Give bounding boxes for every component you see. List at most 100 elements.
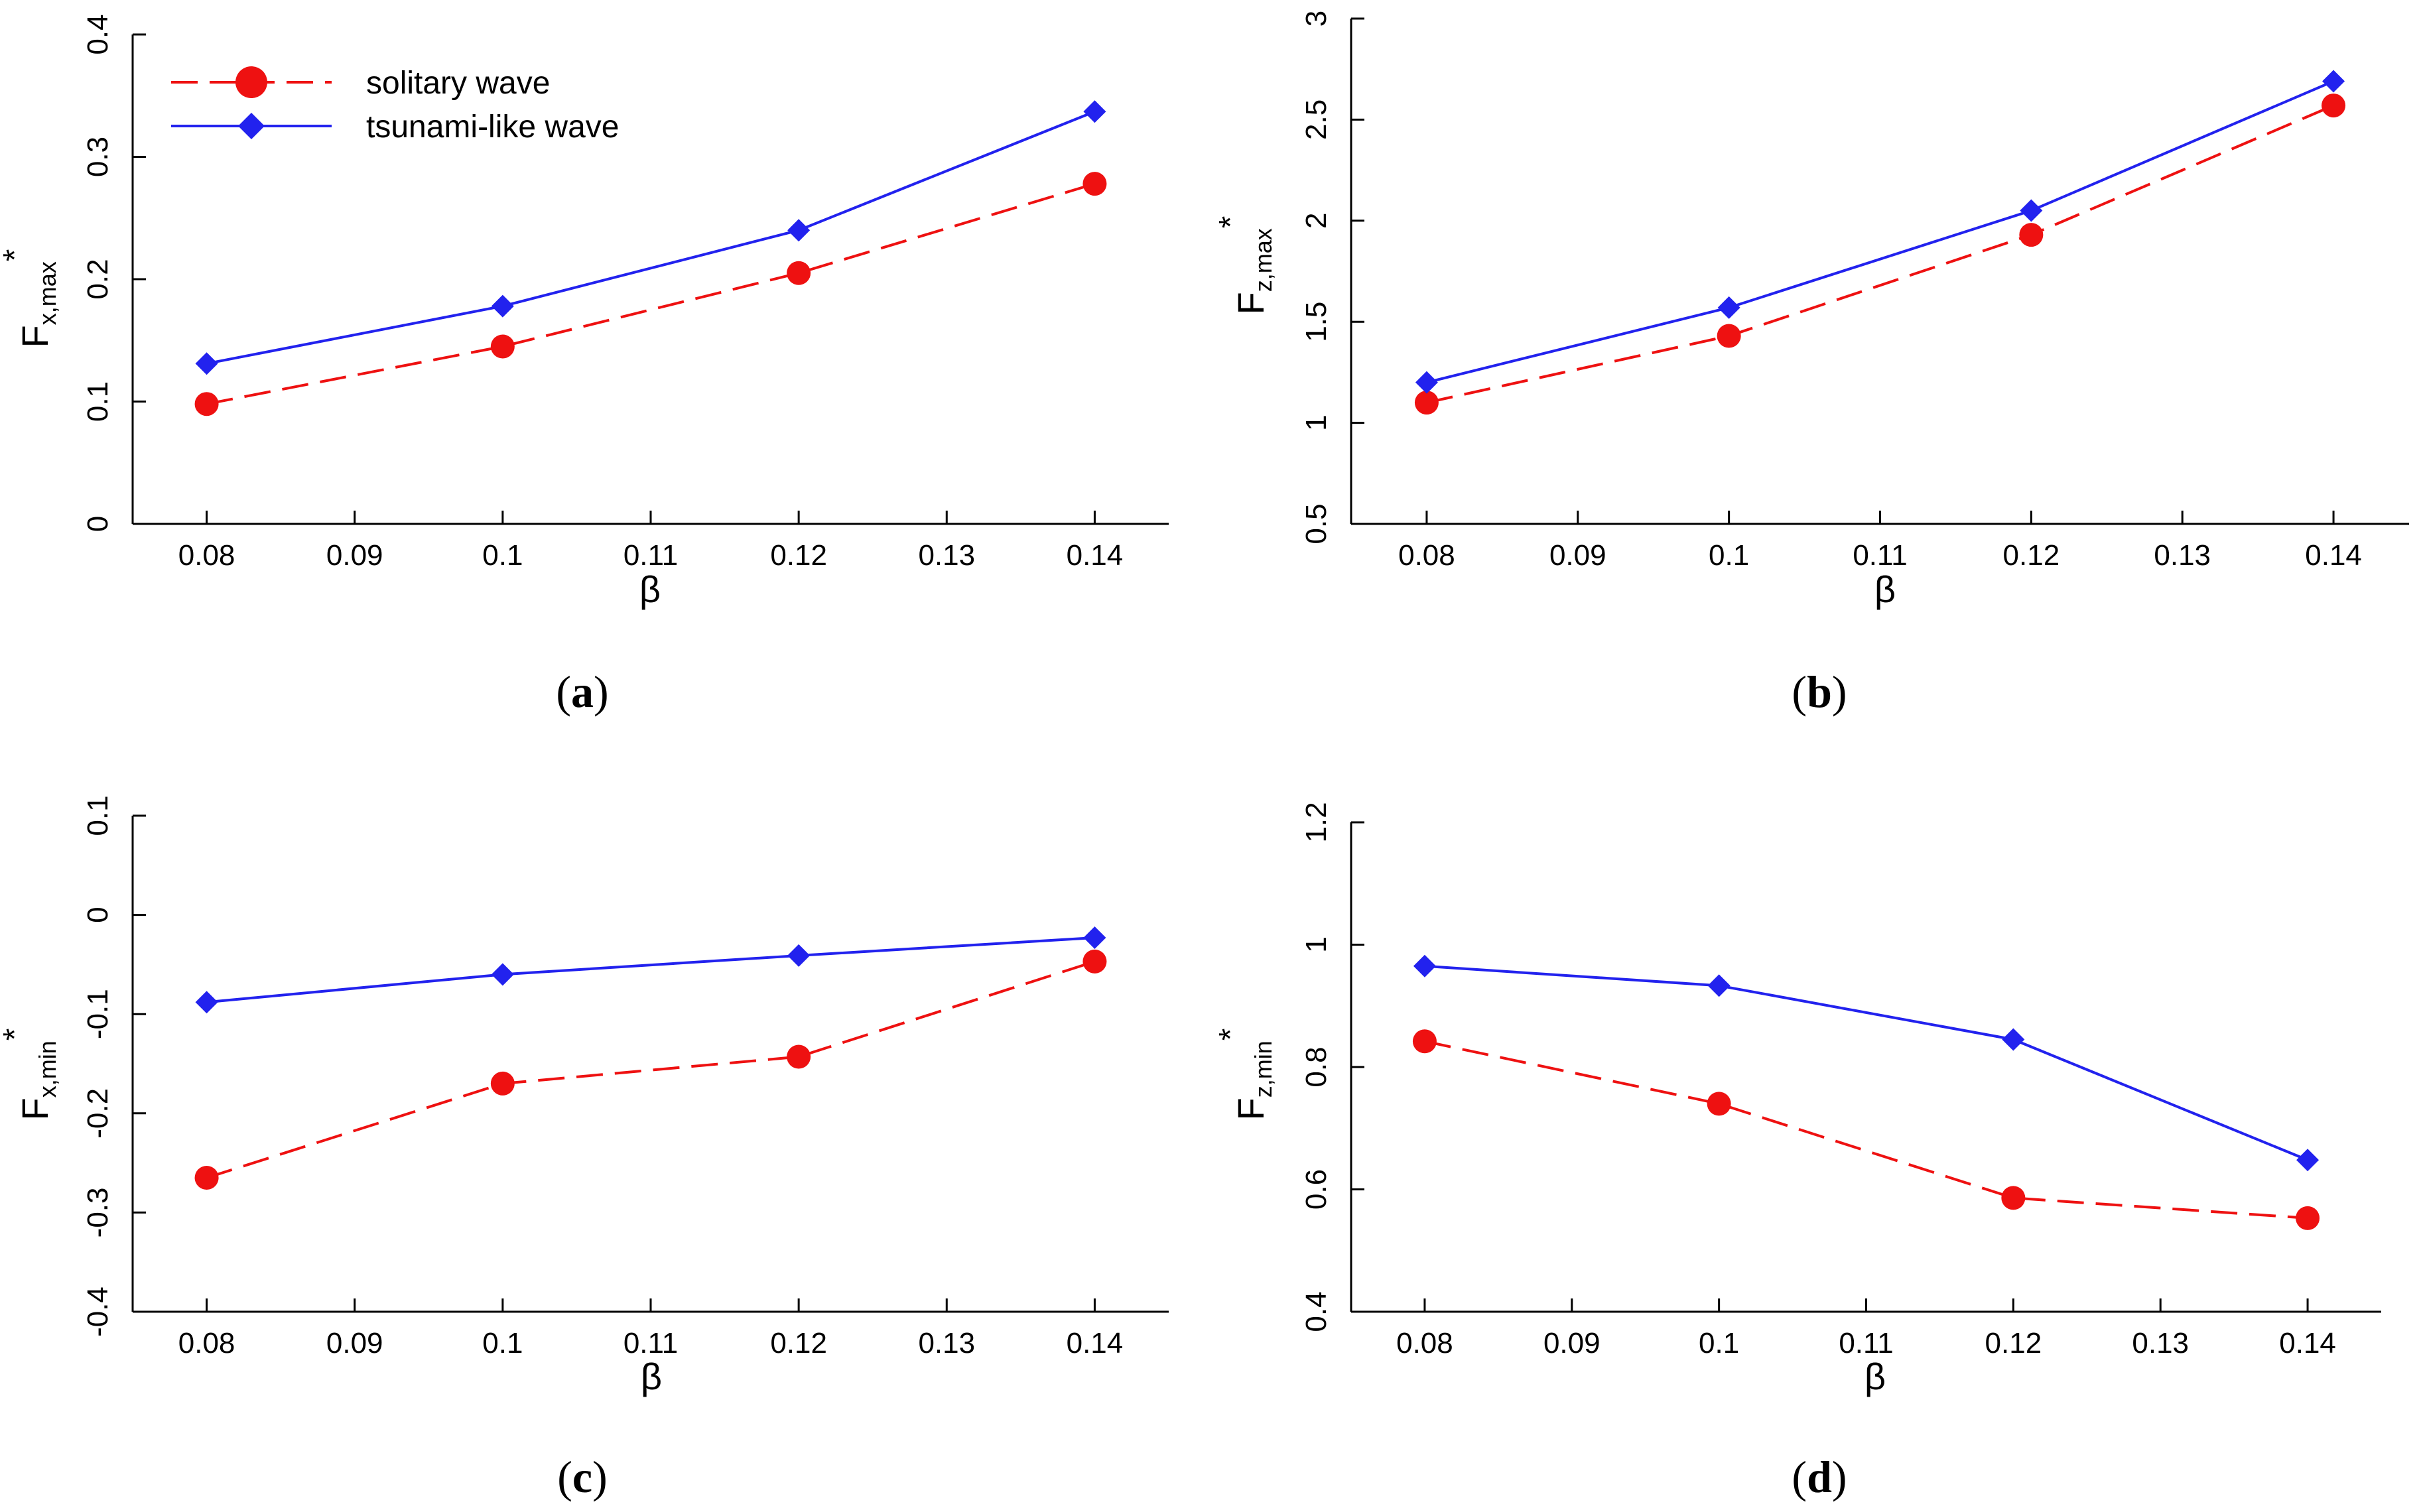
x-tick-label: 0.12	[1985, 1327, 2042, 1359]
x-tick-label: 0.09	[1543, 1327, 1601, 1359]
series-line-solitary	[1426, 104, 2334, 405]
data-point-tsunami	[2002, 1028, 2025, 1051]
series-line-solitary	[206, 182, 1096, 406]
y-tick-label: -0.3	[82, 1187, 114, 1237]
y-tick-label: 0	[82, 907, 114, 922]
data-point-solitary	[1412, 1029, 1437, 1054]
x-tick-label: 0.11	[623, 1327, 678, 1359]
y-tick-label: 3	[1300, 11, 1333, 27]
y-tick-label: 0.4	[82, 14, 114, 54]
data-point-tsunami	[491, 294, 514, 318]
legend-marker-solitary	[235, 66, 267, 98]
chart-panel-d: β Fz,min* (d) 0.08 0.09 0.1 0.11 0.12 0.13 0.1…	[1213, 802, 2381, 1502]
y-axis-title-sub: x,max	[34, 261, 61, 325]
y-axis-title-sub: x,min	[34, 1040, 61, 1098]
x-tick-label: 0.13	[918, 1327, 975, 1359]
panel-label: (d)	[1792, 1452, 1847, 1502]
y-tick-label: 1	[1300, 414, 1333, 430]
x-tick-label: 0.08	[1396, 1327, 1453, 1359]
x-tick-label: 0.13	[918, 539, 975, 572]
y-tick-label: 0.6	[1300, 1169, 1333, 1210]
y-tick-label: 0.3	[82, 137, 114, 177]
series-line-tsunami	[1426, 80, 2334, 384]
y-axis-title-sup: *	[0, 249, 33, 262]
data-point-solitary	[490, 334, 515, 359]
x-tick-label: 0.09	[326, 539, 383, 572]
data-point-tsunami	[1083, 926, 1106, 950]
data-point-solitary	[1082, 172, 1107, 196]
y-axis-title-sup: *	[1213, 216, 1248, 229]
data-point-solitary	[194, 1166, 219, 1190]
panel-label: (c)	[557, 1452, 608, 1502]
data-point-tsunami	[195, 352, 218, 375]
x-tick-label: 0.11	[1853, 539, 1907, 572]
y-axis-title-main: F	[1230, 1098, 1272, 1120]
x-tick-label: 0.08	[178, 1327, 235, 1359]
series-line-tsunami	[206, 936, 1095, 1004]
y-tick-label: 1.5	[1300, 302, 1333, 342]
y-tick-label: 1	[1300, 936, 1333, 952]
x-tick-label: 0.09	[1549, 539, 1606, 572]
x-tick-label: 0.12	[770, 539, 827, 572]
data-point-tsunami	[195, 991, 218, 1014]
legend-marker-tsunami	[238, 113, 265, 139]
y-axis-title-sup: *	[0, 1029, 33, 1041]
legend-label-tsunami: tsunami-like wave	[366, 109, 619, 145]
data-point-tsunami	[491, 963, 514, 986]
y-tick-label: 2.5	[1300, 99, 1333, 140]
data-point-tsunami	[2296, 1149, 2320, 1172]
y-axis-title: Fx,max*	[0, 249, 61, 348]
data-point-tsunami	[1083, 100, 1106, 123]
x-axis-title: β	[1864, 1355, 1886, 1397]
series-line-solitary	[206, 960, 1096, 1179]
x-tick-label: 0.1	[482, 1327, 523, 1359]
x-tick-label: 0.12	[2003, 539, 2060, 572]
y-tick-label: 0.8	[1300, 1046, 1333, 1087]
y-axis-title-sub: z,min	[1250, 1040, 1277, 1098]
y-tick-label: 0.1	[82, 795, 114, 836]
legend: solitary wave tsunami-like wave	[171, 66, 619, 145]
x-tick-label: 0.14	[2305, 539, 2362, 572]
data-point-tsunami	[787, 944, 811, 967]
x-tick-label: 0.11	[1839, 1327, 1893, 1359]
series-line-tsunami	[1424, 964, 2308, 1162]
x-tick-label: 0.14	[2279, 1327, 2336, 1359]
y-axis-title: Fx,min*	[0, 1029, 61, 1121]
y-tick-label: 0.4	[1300, 1291, 1333, 1332]
data-point-solitary	[2001, 1186, 2026, 1210]
y-tick-label: -0.4	[82, 1287, 114, 1337]
y-tick-label: 0.5	[1300, 503, 1333, 544]
panel-label: (a)	[556, 666, 608, 717]
legend-label-solitary: solitary wave	[366, 66, 550, 101]
data-point-tsunami	[2020, 199, 2043, 222]
data-point-solitary	[2296, 1206, 2320, 1230]
data-point-tsunami	[1717, 296, 1740, 319]
y-tick-label: -0.2	[82, 1088, 114, 1139]
x-tick-label: 0.13	[2154, 539, 2211, 572]
y-axis-title: Fz,min*	[1213, 1029, 1277, 1121]
x-tick-label: 0.1	[1709, 539, 1749, 572]
x-tick-label: 0.09	[326, 1327, 383, 1359]
data-point-solitary	[1414, 391, 1439, 415]
panel-label: (b)	[1792, 666, 1847, 717]
data-point-tsunami	[2322, 70, 2345, 93]
x-tick-label: 0.11	[623, 539, 678, 572]
chart-panel-b: β Fz,max* (b) 0.08 0.09 0.1 0.11 0.12 0.13 0.1…	[1213, 11, 2409, 717]
x-axis-title: β	[1874, 568, 1896, 610]
y-tick-label: -0.1	[82, 989, 114, 1039]
y-tick-label: 0	[82, 516, 114, 532]
y-tick-label: 2	[1300, 213, 1333, 229]
x-tick-label: 0.08	[1398, 539, 1455, 572]
data-point-solitary	[2019, 223, 2044, 247]
data-point-solitary	[1082, 949, 1107, 974]
x-tick-label: 0.08	[178, 539, 235, 572]
x-tick-label: 0.14	[1067, 1327, 1124, 1359]
data-point-tsunami	[1415, 371, 1438, 394]
y-axis-title-main: F	[14, 325, 56, 347]
y-tick-label: 0.1	[82, 381, 114, 422]
x-tick-label: 0.1	[1699, 1327, 1739, 1359]
y-axis-title-sup: *	[1213, 1029, 1248, 1041]
x-tick-label: 0.12	[770, 1327, 827, 1359]
data-point-tsunami	[1413, 954, 1436, 977]
